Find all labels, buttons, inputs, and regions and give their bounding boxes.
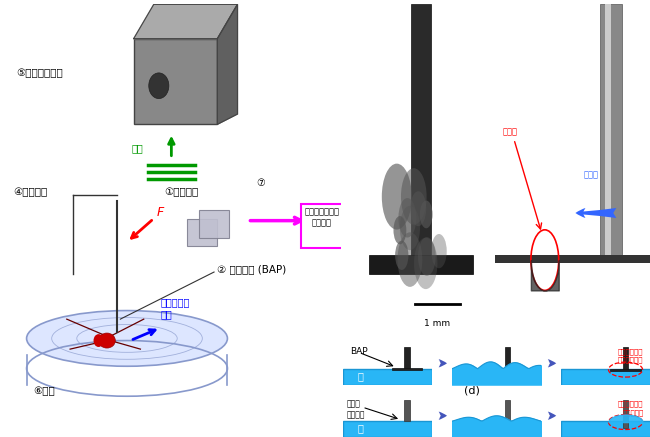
- Text: F: F: [157, 206, 164, 219]
- Circle shape: [418, 237, 436, 276]
- Text: 1 mm: 1 mm: [424, 319, 450, 328]
- Text: BAP: BAP: [350, 347, 367, 356]
- FancyBboxPatch shape: [623, 399, 628, 428]
- FancyBboxPatch shape: [392, 368, 422, 371]
- Text: メニスカスが
形成される: メニスカスが 形成される: [618, 401, 644, 416]
- Circle shape: [400, 206, 420, 250]
- FancyBboxPatch shape: [411, 4, 430, 257]
- Ellipse shape: [99, 333, 115, 348]
- Text: 測定データ収録
システム: 測定データ収録 システム: [304, 207, 339, 228]
- Circle shape: [382, 163, 411, 229]
- FancyBboxPatch shape: [134, 38, 217, 124]
- FancyBboxPatch shape: [504, 347, 510, 370]
- FancyBboxPatch shape: [452, 369, 541, 385]
- Text: 水: 水: [358, 423, 363, 434]
- FancyBboxPatch shape: [623, 347, 628, 370]
- FancyBboxPatch shape: [601, 4, 622, 257]
- Text: メニスカスが
形成されない: メニスカスが 形成されない: [618, 348, 644, 363]
- Circle shape: [395, 241, 408, 270]
- FancyBboxPatch shape: [343, 421, 432, 437]
- FancyBboxPatch shape: [495, 255, 650, 264]
- Circle shape: [431, 234, 447, 268]
- Text: 水: 水: [358, 371, 363, 381]
- Circle shape: [401, 168, 426, 225]
- FancyBboxPatch shape: [452, 421, 541, 437]
- Ellipse shape: [27, 311, 228, 366]
- FancyBboxPatch shape: [610, 369, 641, 371]
- Text: (d): (d): [464, 386, 480, 396]
- Circle shape: [393, 216, 406, 244]
- FancyBboxPatch shape: [561, 421, 650, 437]
- FancyBboxPatch shape: [187, 218, 217, 246]
- FancyBboxPatch shape: [369, 255, 473, 274]
- Text: 通常の
プローブ: 通常の プローブ: [346, 399, 365, 420]
- Text: ④固定治具: ④固定治具: [13, 187, 47, 197]
- FancyBboxPatch shape: [301, 204, 343, 249]
- Text: ⑤高速度カメラ: ⑤高速度カメラ: [16, 68, 63, 78]
- Text: 録画: 録画: [131, 143, 143, 153]
- Text: ⑦: ⑦: [257, 178, 265, 188]
- Circle shape: [414, 238, 437, 289]
- FancyBboxPatch shape: [404, 399, 410, 421]
- FancyBboxPatch shape: [199, 210, 229, 238]
- Text: ⑥水槽: ⑥水槽: [33, 386, 55, 396]
- Polygon shape: [134, 4, 237, 38]
- FancyBboxPatch shape: [504, 399, 510, 422]
- Polygon shape: [217, 4, 237, 124]
- Text: ①カセンサ: ①カセンサ: [164, 187, 198, 197]
- Text: ② プローブ (BAP): ② プローブ (BAP): [217, 264, 287, 274]
- FancyBboxPatch shape: [492, 369, 523, 371]
- Circle shape: [420, 201, 432, 228]
- Text: 中脚の潕ぐ
動作: 中脚の潕ぐ 動作: [161, 297, 190, 319]
- Circle shape: [410, 191, 426, 226]
- Circle shape: [94, 334, 103, 347]
- FancyBboxPatch shape: [561, 369, 650, 385]
- Circle shape: [398, 232, 423, 287]
- FancyBboxPatch shape: [605, 4, 612, 257]
- FancyBboxPatch shape: [404, 347, 410, 369]
- Circle shape: [149, 73, 169, 99]
- Circle shape: [398, 198, 417, 238]
- FancyBboxPatch shape: [343, 369, 432, 385]
- Text: 低接触: 低接触: [584, 170, 599, 179]
- Text: 接触角: 接触角: [503, 128, 518, 137]
